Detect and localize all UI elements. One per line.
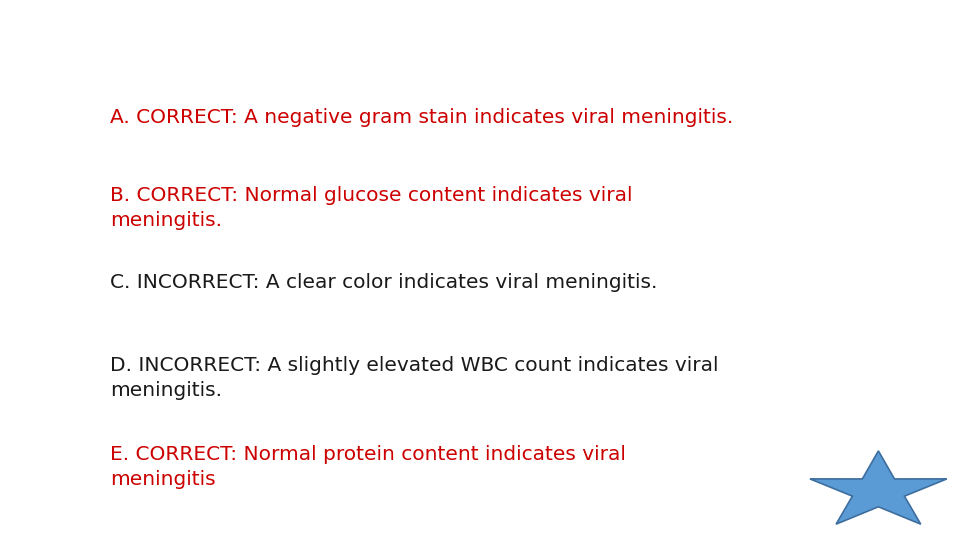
Text: C. INCORRECT: A clear color indicates viral meningitis.: C. INCORRECT: A clear color indicates vi… [110, 273, 658, 292]
Polygon shape [810, 451, 947, 524]
Text: B. CORRECT: Normal glucose content indicates viral
meningitis.: B. CORRECT: Normal glucose content indic… [110, 186, 633, 230]
Text: A. CORRECT: A negative gram stain indicates viral meningitis.: A. CORRECT: A negative gram stain indica… [110, 108, 733, 127]
Text: E. CORRECT: Normal protein content indicates viral
meningitis: E. CORRECT: Normal protein content indic… [110, 446, 626, 489]
Text: D. INCORRECT: A slightly elevated WBC count indicates viral
meningitis.: D. INCORRECT: A slightly elevated WBC co… [110, 356, 719, 400]
